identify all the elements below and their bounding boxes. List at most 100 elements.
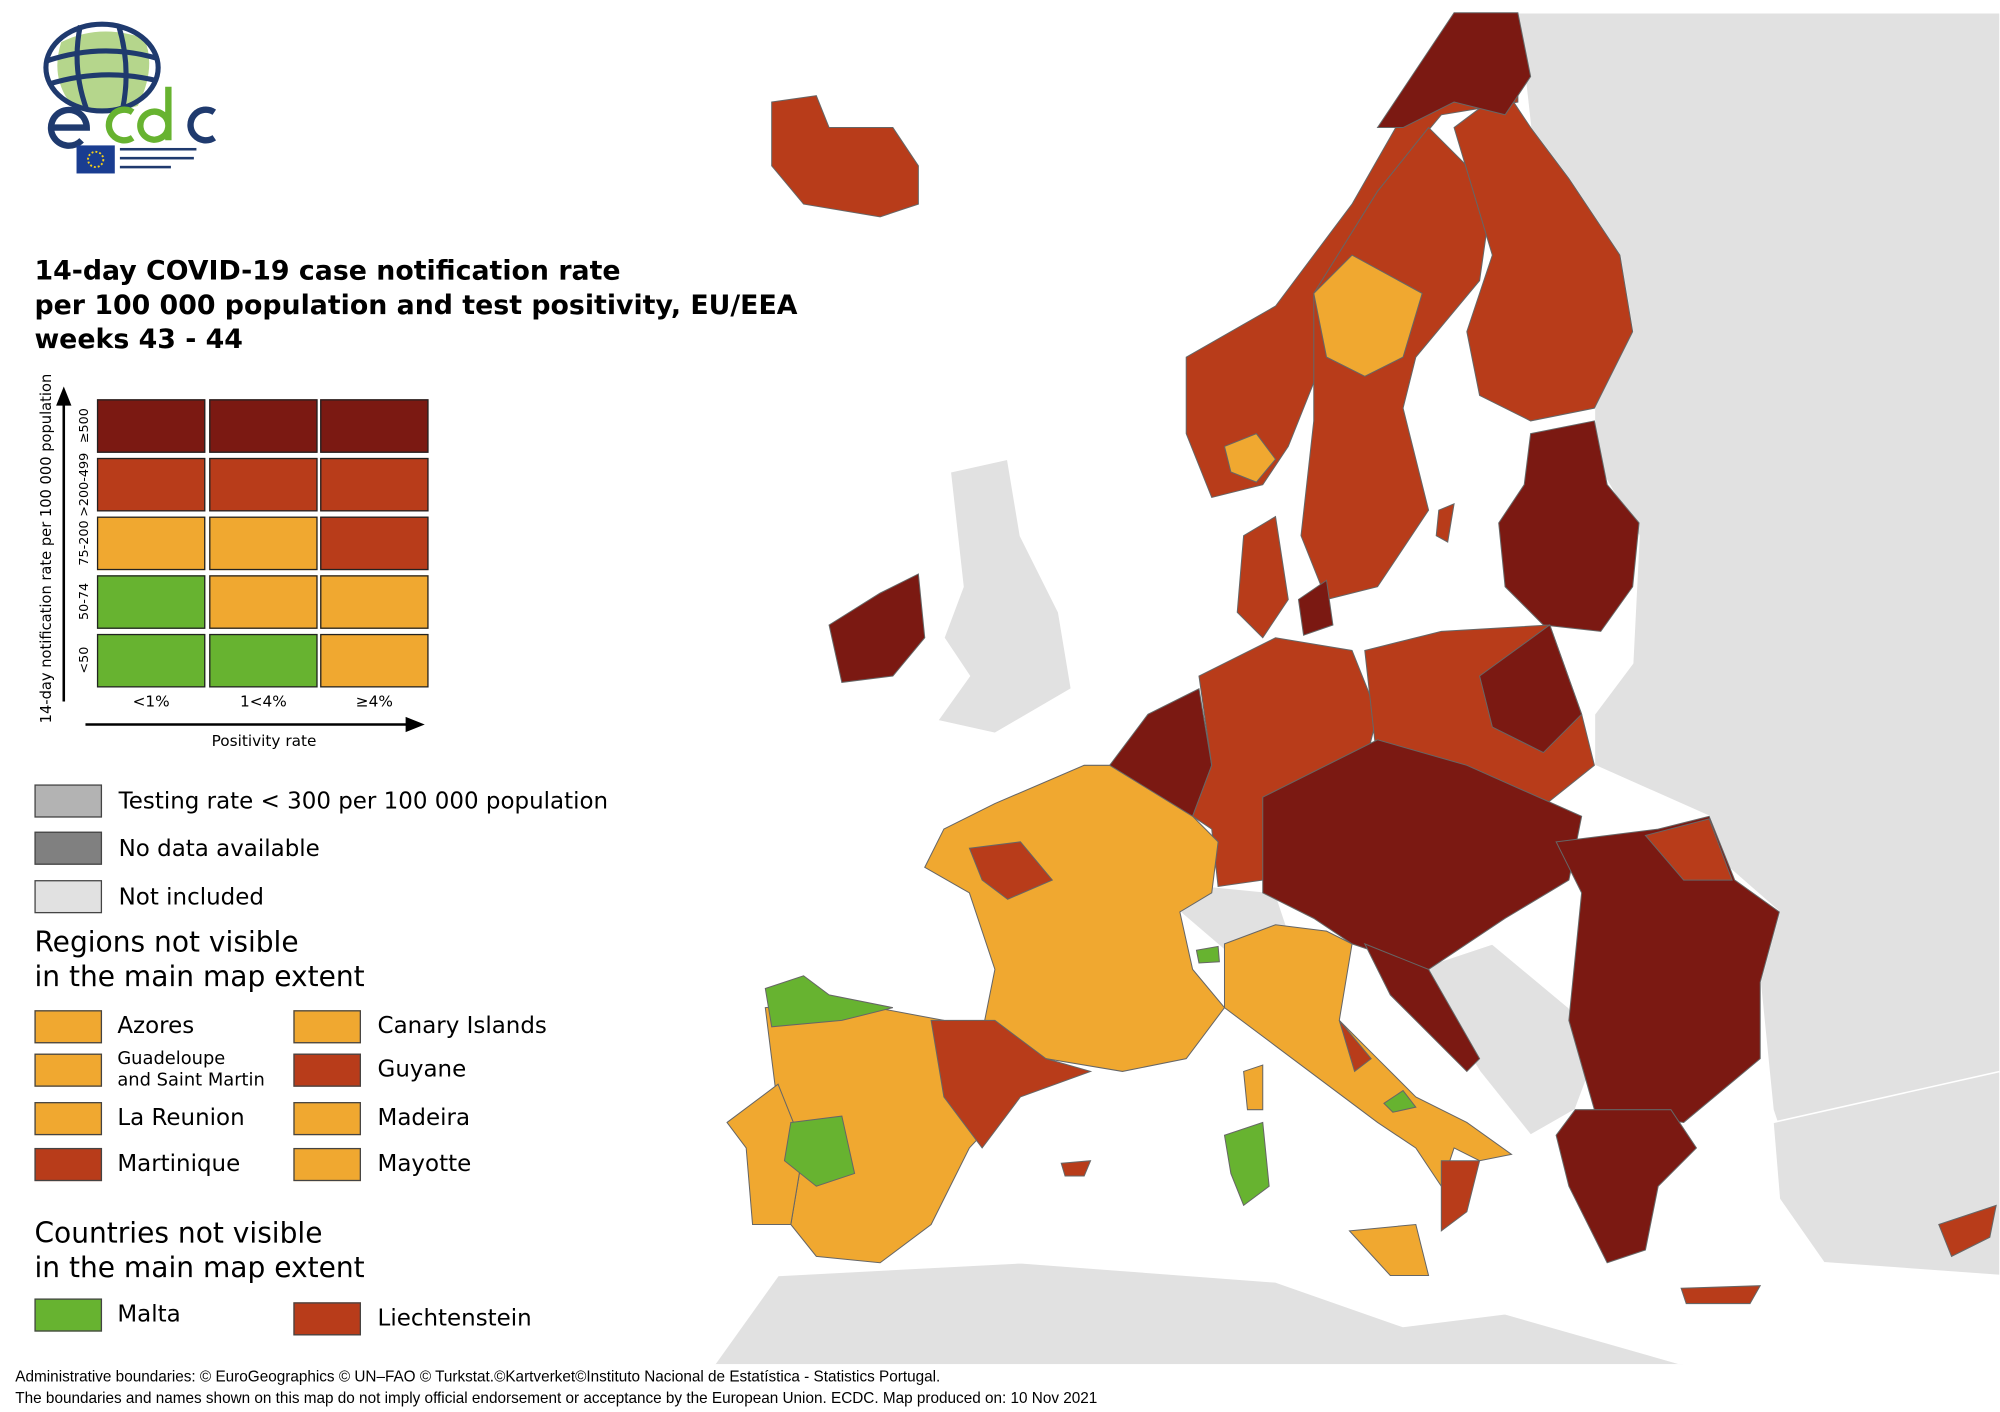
region-label: Guadeloupe and Saint Martin [117, 1048, 264, 1091]
region-label: Martinique [117, 1150, 241, 1178]
region-poland-dark [1479, 624, 1583, 754]
region-romania-red [1644, 818, 1733, 881]
matrix-column-label: 1<4% [239, 692, 287, 711]
matrix-cell [209, 575, 318, 629]
region-italy-red [1338, 1020, 1372, 1073]
region-label: Azores [117, 1012, 195, 1040]
country-finland [1453, 88, 1634, 422]
title-line-2: per 100 000 population and test positivi… [34, 289, 798, 321]
region-label: Guyane [377, 1056, 467, 1083]
matrix-cell [96, 457, 206, 512]
matrix-cell [209, 399, 318, 453]
matrix-cell [320, 575, 429, 629]
matrix-cell [96, 633, 206, 688]
region-swatch [293, 1053, 361, 1087]
matrix-row-label: >200-499 [77, 452, 92, 517]
island-sardinia [1223, 1121, 1270, 1207]
region-label-line-1: Guadeloupe [117, 1048, 226, 1069]
region-norway-orange [1223, 433, 1277, 483]
regions-heading-line-2: in the main map extent [34, 961, 365, 994]
matrix-row-label-wrapper: 50-74 [77, 575, 95, 629]
region-not-included-north-africa [713, 1261, 1684, 1365]
legend-label-testing-low: Testing rate < 300 per 100 000 populatio… [118, 788, 609, 816]
region-france-red [968, 841, 1054, 900]
country-denmark [1236, 515, 1289, 639]
y-axis-label-wrapper: 14-day notification rate per 100 000 pop… [36, 374, 56, 724]
matrix-cell [96, 516, 206, 571]
country-iceland [771, 95, 919, 218]
region-sweden-orange [1313, 254, 1423, 377]
country-label: Liechtenstein [377, 1304, 532, 1332]
matrix-row-label: 75-200 [77, 520, 92, 566]
matrix-cell [320, 457, 429, 512]
island-corsica [1243, 1064, 1264, 1111]
countries-heading-line-2: in the main map extent [34, 1252, 365, 1285]
region-spain-north-green [764, 975, 893, 1028]
matrix-row-label: 50-74 [77, 583, 92, 621]
x-axis-label: Positivity rate [211, 732, 317, 750]
legend-label-not-included: Not included [118, 883, 264, 911]
region-swatch [34, 1147, 103, 1182]
country-sweden [1300, 126, 1493, 601]
region-italy-calabria-red [1440, 1160, 1481, 1232]
matrix-row-label: <50 [77, 647, 92, 675]
country-swatch [34, 1298, 103, 1332]
region-swatch [293, 1010, 361, 1044]
title-line-1: 14-day COVID-19 case notification rate [34, 255, 621, 286]
footer-attribution: Administrative boundaries: © EuroGeograp… [15, 1367, 941, 1386]
region-spain-central-green [783, 1115, 856, 1187]
map-title: 14-day COVID-19 case notification rate p… [34, 254, 797, 357]
matrix-row-label: ≥500 [77, 408, 92, 444]
country-greece [1555, 1109, 1698, 1264]
region-swatch [293, 1102, 361, 1136]
matrix-cell [96, 399, 206, 453]
matrix-cell [320, 633, 429, 688]
region-label-line-2: and Saint Martin [117, 1070, 265, 1091]
region-label: Mayotte [377, 1150, 472, 1178]
region-italy-aosta-green [1195, 945, 1220, 964]
legend-swatch-not-included [34, 880, 103, 914]
regions-heading-line-1: Regions not visible [34, 927, 299, 960]
matrix-column-label: ≥4% [355, 692, 393, 711]
title-line-3: weeks 43 - 44 [34, 323, 243, 355]
region-swatch [34, 1102, 103, 1136]
country-ireland [828, 573, 926, 683]
country-central-europe [1262, 739, 1583, 970]
island-balearic [1060, 1160, 1092, 1177]
matrix-column-label: <1% [132, 692, 170, 711]
countries-heading-line-1: Countries not visible [34, 1218, 323, 1250]
matrix-cell [320, 516, 429, 571]
country-label: Malta [117, 1301, 181, 1328]
region-not-included-uk [936, 458, 1073, 735]
ecdc-logo [36, 10, 240, 178]
country-romania-bulgaria [1555, 815, 1780, 1123]
legend-label-no-data: No data available [118, 835, 320, 863]
island-cyprus [1938, 1204, 1997, 1258]
region-italy-green [1383, 1089, 1417, 1113]
matrix-row-label-wrapper: ≥500 [77, 399, 95, 453]
matrix-cell [209, 516, 318, 571]
regions-heading: Regions not visible in the main map exte… [34, 926, 364, 995]
region-denmark-dark [1297, 579, 1334, 636]
country-france [924, 764, 1226, 1072]
island-sicily [1348, 1223, 1430, 1277]
island-gotland [1435, 503, 1455, 543]
region-swatch [34, 1010, 103, 1044]
region-spain-catalonia-red [930, 1019, 1093, 1149]
country-portugal [726, 1083, 805, 1225]
matrix-row-label-wrapper: <50 [77, 634, 95, 688]
matrix-cell [96, 575, 206, 629]
region-swatch [293, 1147, 361, 1182]
region-swatch [34, 1053, 103, 1087]
island-crete [1680, 1285, 1762, 1305]
region-not-included-balkans [1414, 943, 1596, 1137]
europe-map [713, 11, 2000, 1365]
country-swatch [293, 1302, 361, 1336]
footer-disclaimer: The boundaries and names shown on this m… [15, 1389, 1098, 1407]
matrix-row-label-wrapper: >200-499 [77, 453, 95, 517]
legend-swatch-no-data [34, 831, 103, 865]
matrix-cell [320, 399, 429, 453]
region-north-dark [1376, 12, 1532, 129]
region-label: Canary Islands [377, 1012, 547, 1040]
legend-swatch-testing-low [34, 784, 103, 818]
